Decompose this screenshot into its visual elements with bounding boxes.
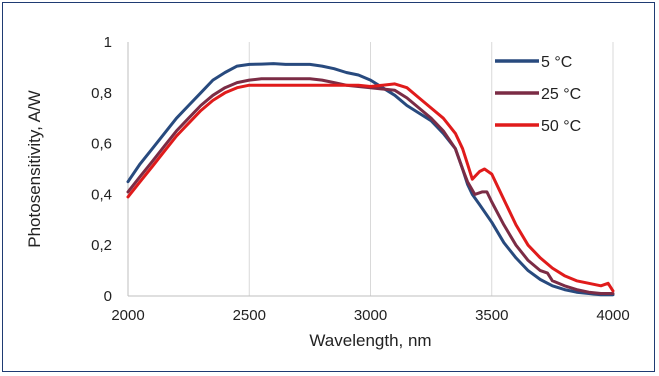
- x-tick-label-2000: 2000: [111, 307, 144, 324]
- x-tick-label-4000: 4000: [596, 307, 629, 324]
- legend-label-0: 5 °C: [541, 54, 572, 71]
- y-axis-title: Photosensitivity, A/W: [25, 90, 44, 247]
- chart-frame: [2, 2, 655, 372]
- x-axis-title: Wavelength, nm: [309, 331, 431, 350]
- legend: 5 °C 25 °C 50 °C: [495, 54, 581, 135]
- x-tick-label-3500: 3500: [475, 307, 508, 324]
- y-tick-label-5: 1: [104, 34, 112, 51]
- tick-labels: 2000 2500 3000 3500 4000 0 0,2 0,4 0,6 0,8 1: [91, 34, 630, 324]
- y-tick-label-3: 0,6: [91, 136, 112, 153]
- series-lines: [126, 62, 615, 297]
- legend-label-2: 50 °C: [541, 118, 581, 135]
- series-line-1: [126, 77, 615, 295]
- y-tick-label-4: 0,8: [91, 85, 112, 102]
- legend-label-1: 25 °C: [541, 86, 581, 103]
- axes: [127, 42, 613, 297]
- series-line-2: [126, 82, 615, 293]
- y-tick-label-1: 0,2: [91, 237, 112, 254]
- x-tick-label-3000: 3000: [354, 307, 387, 324]
- y-tick-label-0: 0: [104, 288, 112, 305]
- x-tick-label-2500: 2500: [233, 307, 266, 324]
- y-tick-label-2: 0,4: [91, 186, 112, 203]
